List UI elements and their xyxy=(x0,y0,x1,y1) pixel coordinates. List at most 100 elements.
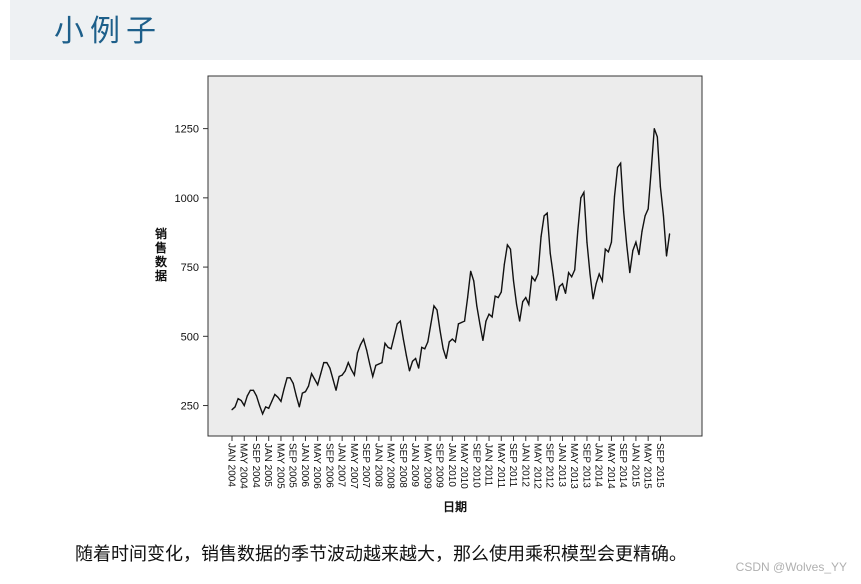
y-tick-label: 500 xyxy=(181,331,199,343)
x-tick-label: JAN 2010 xyxy=(446,443,457,487)
data-point xyxy=(589,273,591,275)
x-tick-label: SEP 2014 xyxy=(617,443,628,488)
data-point xyxy=(506,244,508,246)
data-point xyxy=(439,330,441,332)
data-point xyxy=(665,255,668,257)
data-point xyxy=(561,283,564,285)
data-point xyxy=(433,305,435,307)
data-point xyxy=(234,406,236,408)
data-point xyxy=(347,362,349,364)
data-point xyxy=(258,404,261,407)
data-point xyxy=(310,373,313,375)
data-point xyxy=(298,406,300,408)
data-point xyxy=(531,276,533,278)
data-point xyxy=(534,280,536,282)
data-point xyxy=(571,276,573,278)
x-tick-label: SEP 2015 xyxy=(654,443,665,488)
data-point xyxy=(601,280,603,282)
x-tick-label: SEP 2009 xyxy=(434,443,445,488)
data-point xyxy=(320,373,322,375)
data-point xyxy=(231,409,233,411)
x-tick-label: SEP 2010 xyxy=(470,443,481,488)
data-point xyxy=(515,303,518,306)
data-point xyxy=(525,296,527,299)
data-point xyxy=(421,346,423,348)
data-point xyxy=(558,285,561,288)
x-tick-label: SEP 2008 xyxy=(397,443,408,488)
caption: 随着时间变化，销售数据的季节波动越来越大，那么使用乘积模型会更精确。 xyxy=(75,544,687,565)
data-point xyxy=(378,363,380,365)
data-point xyxy=(546,212,548,214)
data-point xyxy=(540,236,542,238)
data-point xyxy=(632,249,634,252)
data-point xyxy=(442,348,444,350)
data-point xyxy=(656,136,658,138)
data-point xyxy=(467,296,469,299)
data-point xyxy=(415,357,417,360)
x-tick-label: JAN 2015 xyxy=(629,443,640,487)
y-tick-label: 1250 xyxy=(175,124,199,136)
data-point xyxy=(301,392,303,394)
data-point xyxy=(485,320,487,322)
data-point xyxy=(479,323,481,325)
data-point xyxy=(647,208,649,210)
data-point xyxy=(638,254,640,256)
x-tick-label: MAY 2005 xyxy=(274,443,285,489)
data-point xyxy=(292,382,294,384)
data-point xyxy=(448,341,450,343)
data-point xyxy=(607,251,609,253)
data-point xyxy=(555,299,557,301)
data-point xyxy=(323,362,325,364)
data-point xyxy=(396,323,398,325)
data-point xyxy=(623,211,625,213)
data-point xyxy=(341,374,343,376)
data-point xyxy=(283,388,285,390)
x-tick-label: MAY 2015 xyxy=(642,443,653,489)
data-point xyxy=(399,320,401,322)
data-point xyxy=(482,339,484,342)
data-point xyxy=(418,367,420,369)
y-axis-label: 销售数据 xyxy=(155,226,168,283)
data-point xyxy=(307,385,310,387)
data-point xyxy=(522,301,524,303)
data-point xyxy=(598,273,600,275)
x-tick-label: SEP 2013 xyxy=(580,443,591,488)
data-point xyxy=(372,375,374,378)
data-point xyxy=(262,413,264,415)
watermark: CSDN @Wolves_YY xyxy=(735,560,847,574)
data-point xyxy=(353,374,355,376)
data-point xyxy=(335,389,337,391)
data-point xyxy=(427,341,429,343)
data-point xyxy=(393,335,395,337)
data-point xyxy=(268,407,270,409)
x-tick-label: JAN 2009 xyxy=(409,443,420,487)
x-tick-label: JAN 2007 xyxy=(336,443,347,487)
data-point xyxy=(246,395,248,397)
data-point xyxy=(500,291,502,293)
y-tick-label: 750 xyxy=(181,262,199,274)
data-point xyxy=(366,349,368,351)
data-point xyxy=(577,230,579,232)
data-point xyxy=(610,241,613,243)
data-point xyxy=(460,321,463,324)
data-point xyxy=(629,272,631,274)
data-point xyxy=(650,169,652,171)
x-tick-label: MAY 2013 xyxy=(568,443,579,489)
data-point xyxy=(491,316,493,318)
data-point xyxy=(613,195,616,198)
data-point xyxy=(635,241,637,243)
plot-area xyxy=(207,75,703,437)
data-point xyxy=(405,355,408,357)
data-point xyxy=(317,384,319,386)
data-point xyxy=(616,166,619,168)
data-point xyxy=(286,377,288,379)
title-bar: 小例子 xyxy=(10,0,861,60)
data-point xyxy=(552,274,554,276)
data-point xyxy=(408,370,411,372)
data-point xyxy=(503,263,505,265)
x-tick-label: SEP 2007 xyxy=(360,443,371,488)
data-point xyxy=(583,191,585,193)
data-point xyxy=(240,399,242,402)
x-axis: JAN 2004 MAY 2004 SEP 2004 JAN 2005 MAY 2005… xyxy=(226,436,665,489)
x-tick-label: JAN 2012 xyxy=(519,443,530,487)
